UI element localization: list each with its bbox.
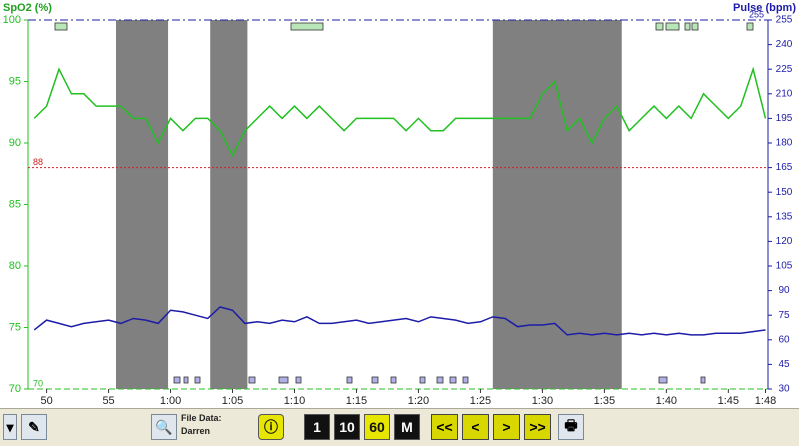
upper-marker-label: 255 (749, 9, 764, 19)
y-tick-label: 95 (9, 75, 21, 87)
toolbar-button[interactable]: 60 (364, 414, 390, 440)
x-tick-label: 1:05 (222, 395, 243, 407)
y2-tick-label: 255 (776, 15, 793, 26)
y-axis-title: SpO2 (%) (3, 2, 52, 14)
tool-button[interactable]: ✎ (21, 414, 47, 440)
y2-tick-label: 105 (776, 261, 793, 272)
toolbar-button[interactable]: > (493, 414, 520, 440)
file-label: File Data: (181, 413, 222, 423)
toolbar-button[interactable]: M (394, 414, 420, 440)
y2-tick-label: 120 (776, 236, 793, 247)
shaded-region (210, 20, 248, 389)
search-button[interactable]: 🔍 (151, 414, 177, 440)
x-tick-label: 55 (102, 395, 114, 407)
x-tick-label: 1:20 (408, 395, 429, 407)
x-tick-label: 1:30 (532, 395, 553, 407)
y2-tick-label: 180 (776, 138, 793, 149)
x-tick-label: 1:40 (656, 395, 677, 407)
y-tick-label: 75 (9, 321, 21, 333)
y2-tick-label: 30 (778, 384, 790, 395)
series-line (33, 306, 766, 336)
x-tick-label: 1:00 (160, 395, 181, 407)
toolbar-button[interactable]: << (431, 414, 458, 440)
toolbar-button[interactable]: < (462, 414, 489, 440)
y2-tick-label: 165 (776, 162, 793, 173)
toolbar-button[interactable]: >> (524, 414, 551, 440)
x-tick-label: 50 (40, 395, 52, 407)
y2-tick-label: 210 (776, 88, 793, 99)
y-tick-label: 90 (9, 137, 21, 149)
toolbar: ▾ ✎ 🔍 File Data: Darren ⓘ 1 10 60 M << < > >> … (0, 408, 799, 446)
threshold-label: 88 (33, 157, 43, 167)
event-markers (54, 22, 754, 31)
lower-marker-label: 70 (33, 378, 43, 388)
y2-tick-label: 195 (776, 113, 793, 124)
dropdown-button[interactable]: ▾ (3, 414, 17, 440)
y2-tick-label: 225 (776, 64, 793, 75)
y2-tick-label: 60 (778, 334, 790, 345)
y2-tick-label: 45 (778, 359, 790, 370)
y2-tick-label: 150 (776, 187, 793, 198)
info-button[interactable]: ⓘ (258, 414, 284, 440)
series-line (33, 66, 767, 157)
print-button[interactable]: 🖶 (558, 414, 584, 440)
event-markers-bottom (173, 376, 706, 384)
x-tick-label: 1:15 (346, 395, 367, 407)
y-tick-label: 70 (9, 383, 21, 395)
chart: SpO2 (%) Pulse (bpm) 255 88 70 70 75 80 85 90 95… (3, 2, 797, 407)
y2-axis-title: Pulse (bpm) (733, 2, 796, 14)
x-tick-label: 1:48 (755, 395, 776, 407)
shaded-region (116, 20, 169, 389)
y2-tick-label: 135 (776, 211, 793, 222)
y-tick-label: 85 (9, 198, 21, 210)
shaded-region (492, 20, 622, 389)
x-tick-label: 1:10 (284, 395, 305, 407)
y-tick-label: 100 (3, 14, 21, 26)
toolbar-button[interactable]: 1 (304, 414, 330, 440)
toolbar-button[interactable]: 10 (334, 414, 360, 440)
x-tick-label: 1:25 (470, 395, 491, 407)
y-tick-label: 80 (9, 260, 21, 272)
file-name: Darren (181, 426, 211, 436)
y2-tick-label: 75 (778, 310, 790, 321)
x-tick-label: 1:45 (718, 395, 739, 407)
x-tick-label: 1:35 (594, 395, 615, 407)
y2-tick-label: 240 (776, 39, 793, 50)
y2-tick-label: 90 (778, 285, 790, 296)
